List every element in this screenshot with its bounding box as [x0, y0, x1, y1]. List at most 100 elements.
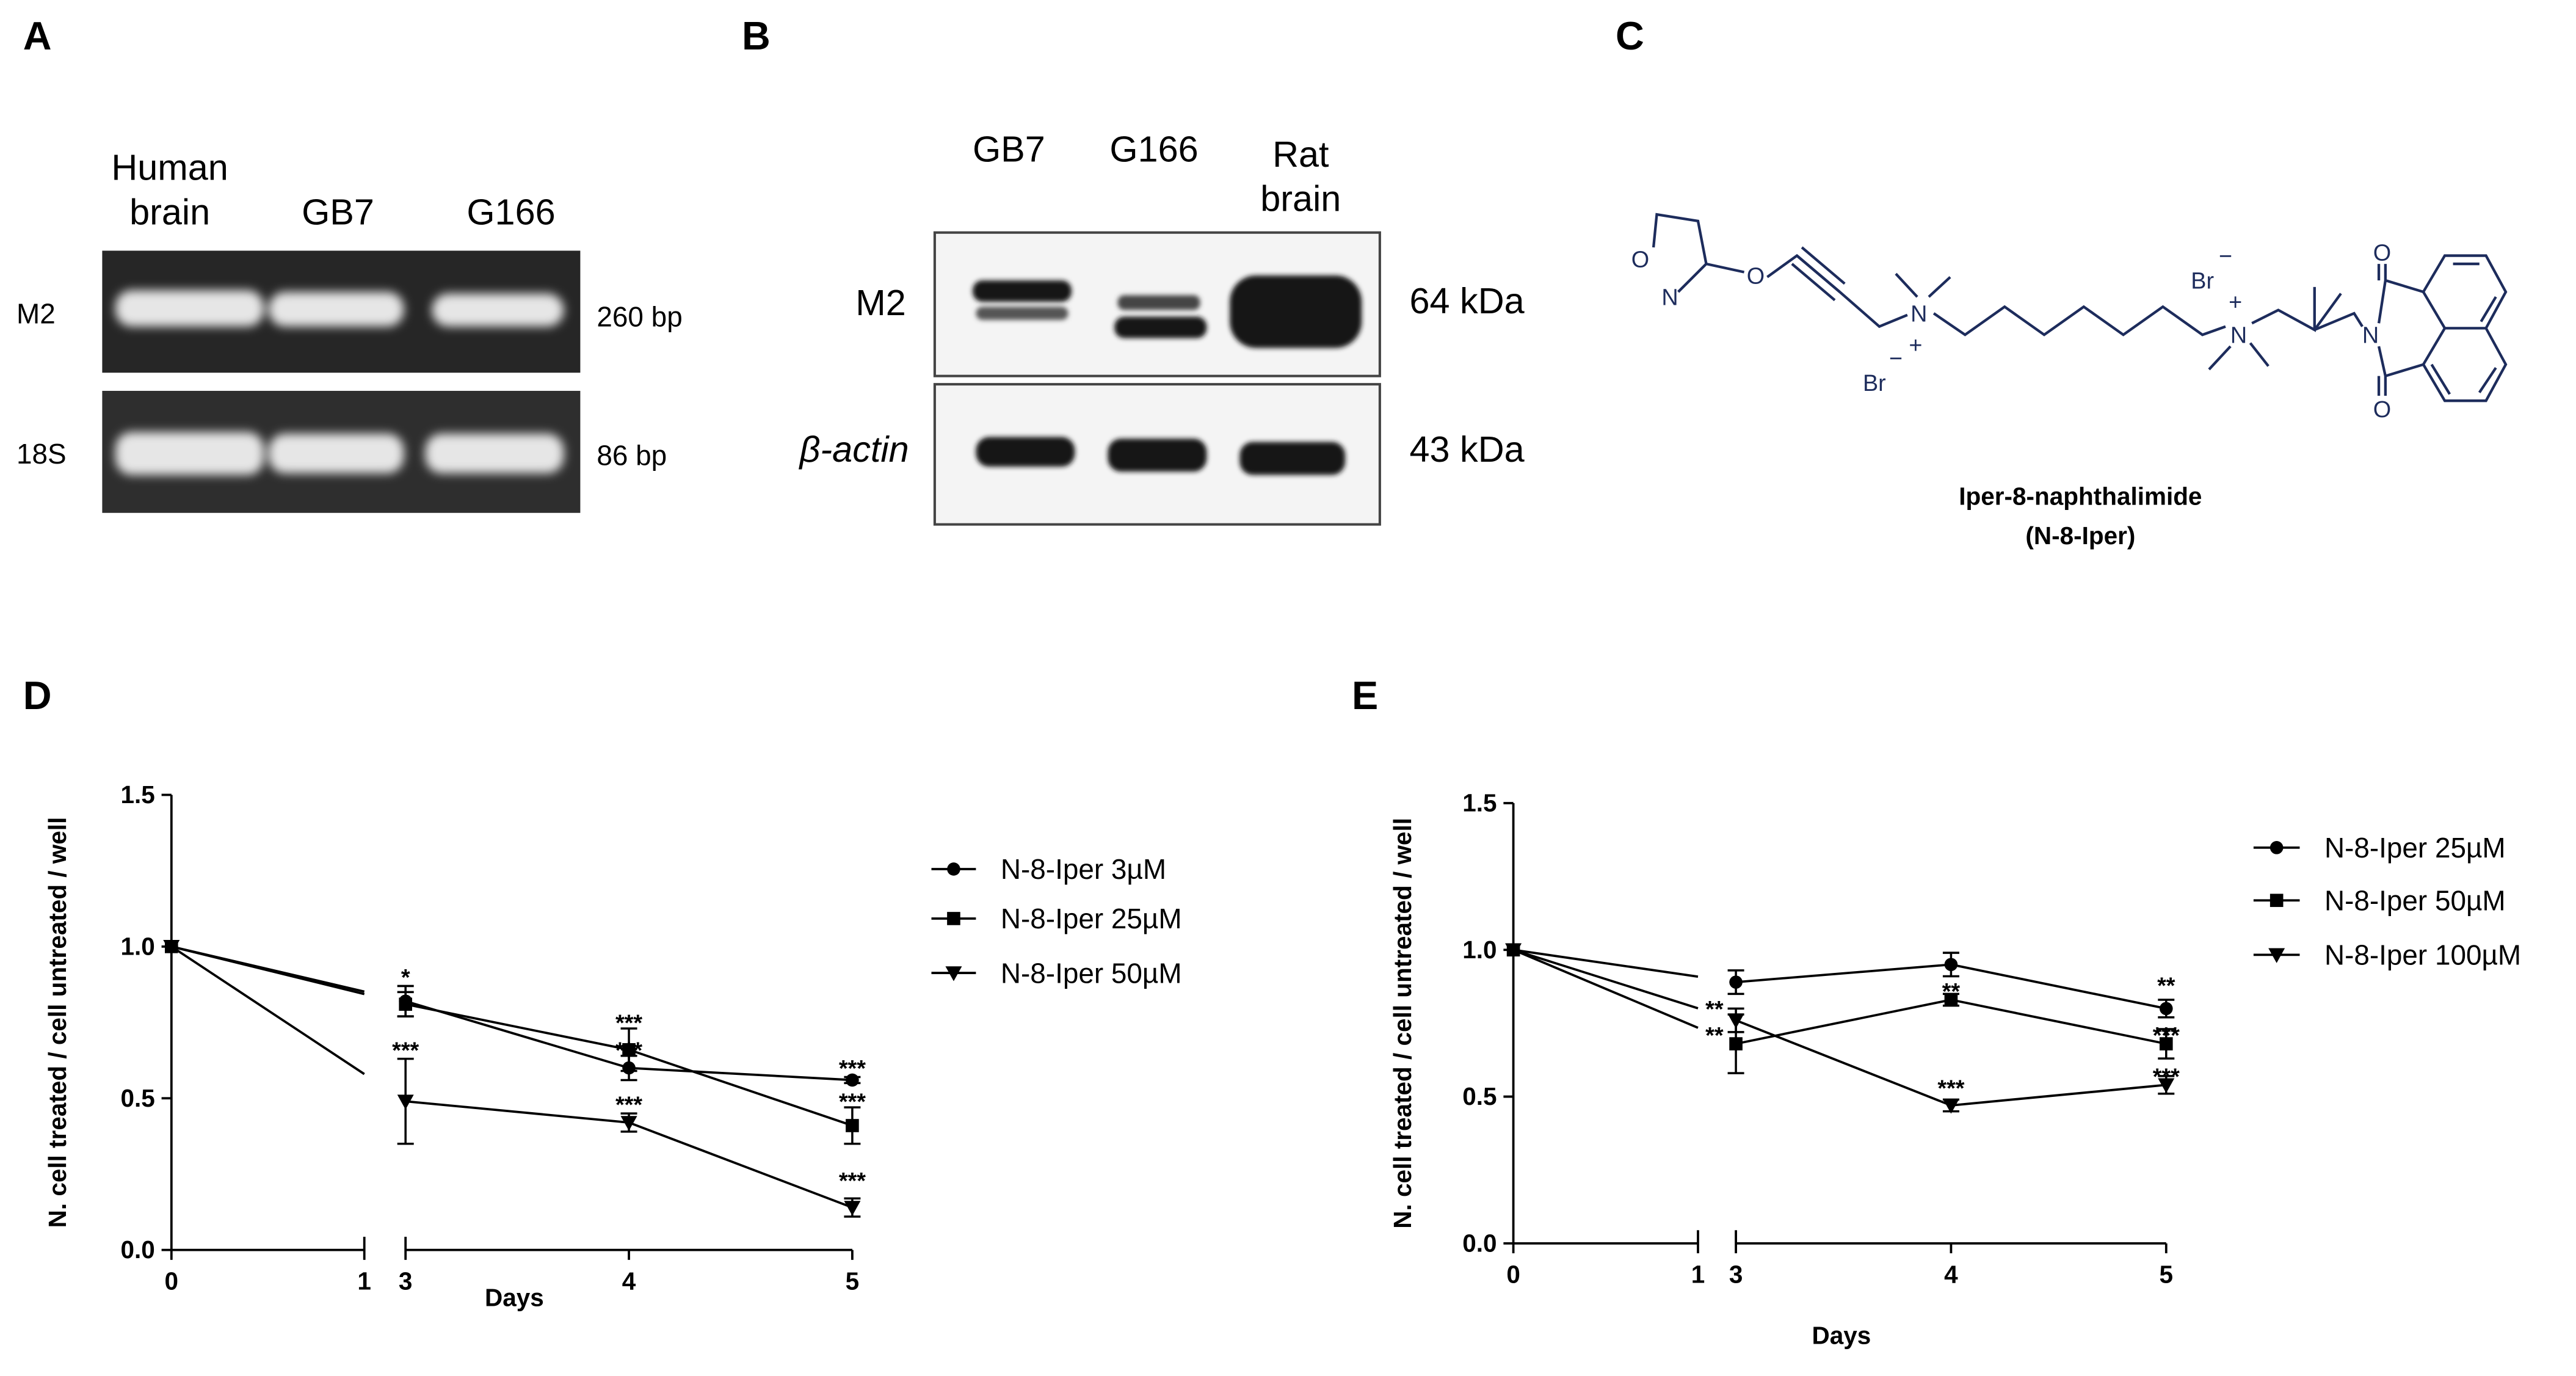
line-segment: [628, 1048, 853, 1127]
x-tick-label: 3: [1729, 1261, 1743, 1289]
line-segment: [1951, 963, 2167, 1010]
y-tick-label: 1.5: [121, 781, 155, 809]
legend-label: N-8-Iper 50µM: [2324, 884, 2506, 916]
annotation: ***: [392, 1038, 419, 1063]
y-axis-label: N. cell treated / cell untreated / well: [43, 817, 71, 1228]
annotation: ***: [615, 1011, 642, 1036]
annotation: *: [401, 965, 410, 991]
lane-label: Rat brain: [1260, 134, 1341, 219]
chemical-structure: [1652, 213, 2508, 402]
lane-label: Human brain: [111, 147, 228, 232]
x-axis-label: Days: [1812, 1322, 1871, 1350]
y-axis-label: N. cell treated / cell untreated / well: [1388, 818, 1417, 1229]
size-label: 260 bp: [597, 301, 682, 333]
legend-label: N-8-Iper 25µM: [2324, 832, 2506, 864]
marker: [1944, 993, 1958, 1007]
marker: [844, 1201, 861, 1216]
charge-label: +: [1909, 333, 1922, 359]
annotation: **: [1942, 979, 1961, 1005]
legend-marker: [947, 862, 960, 876]
size-label: 86 bp: [597, 439, 667, 471]
line-segment: [1951, 999, 2167, 1045]
chart: E 0.0 0.5 1.0 1.5 0 1 3 4 5 Days N. cell treated / …: [1352, 673, 2521, 1349]
legend-entry: N-8-Iper 25µM: [2253, 832, 2506, 864]
row-label: M2: [16, 297, 56, 329]
atom-label: Br: [1863, 371, 1886, 396]
legend-marker: [2268, 948, 2285, 963]
panel-label: B: [742, 13, 771, 58]
legend-marker: [947, 912, 960, 925]
atom-label: O: [2373, 241, 2391, 266]
x-tick-label: 1: [1691, 1261, 1705, 1289]
marker: [846, 1073, 859, 1087]
y-tick-label: 1.0: [1462, 936, 1497, 964]
annotation: ***: [839, 1056, 866, 1082]
y-tick-label: 1.5: [1462, 788, 1497, 817]
lane-label: G166: [466, 191, 555, 232]
annotation: ***: [2153, 1064, 2180, 1090]
charge-label: +: [2229, 290, 2242, 316]
marker: [1942, 1099, 1959, 1114]
size-label: 64 kDa: [1409, 280, 1525, 321]
lane-label: G166: [1109, 129, 1198, 170]
x-axis-label: Days: [485, 1283, 544, 1311]
line-segment: [170, 945, 365, 1076]
x-tick-label: 5: [846, 1267, 860, 1295]
marker: [1729, 975, 1743, 989]
atom-label: O: [1747, 263, 1765, 289]
chart: D 0.0 0.5 1.0 1.5 0 1 3 4 5 Days N. cell treated / …: [23, 673, 1182, 1311]
lane-label: GB7: [302, 191, 374, 232]
panel-label: D: [23, 673, 52, 718]
y-tick-label: 0.5: [121, 1084, 155, 1112]
atom-label: O: [1631, 247, 1649, 272]
line-segment: [171, 945, 365, 996]
line-segment: [1512, 948, 1699, 1029]
legend-marker: [945, 966, 962, 981]
size-label: 43 kDa: [1409, 429, 1525, 470]
legend-label: N-8-Iper 3µM: [1001, 853, 1166, 885]
x-tick-label: 4: [1944, 1261, 1958, 1289]
row-label: M2: [855, 282, 905, 323]
compound-abbreviation: (N-8-Iper): [2025, 522, 2135, 550]
gel-image: [102, 250, 581, 513]
charge-label: −: [1889, 346, 1903, 371]
y-tick-label: 0.5: [1462, 1082, 1497, 1110]
x-tick-label: 0: [1506, 1261, 1520, 1289]
legend-label: N-8-Iper 25µM: [1001, 903, 1182, 934]
annotation: **: [1705, 997, 1724, 1022]
legend-label: N-8-Iper 50µM: [1001, 957, 1182, 989]
marker: [622, 1043, 636, 1057]
legend-entry: N-8-Iper 50µM: [931, 957, 1182, 989]
blot-image: [933, 231, 1381, 526]
legend-entry: N-8-Iper 3µM: [931, 853, 1166, 885]
line-segment: [1513, 948, 1699, 978]
y-tick-label: 0.0: [1462, 1229, 1497, 1257]
legend-label: N-8-Iper 100µM: [2324, 939, 2521, 971]
atom-label: O: [2373, 397, 2391, 423]
marker: [1505, 943, 1522, 958]
annotation: ***: [839, 1090, 866, 1115]
line-segment: [405, 1003, 629, 1051]
marker: [2159, 1002, 2173, 1016]
atom-label: N: [2230, 323, 2247, 349]
marker: [2158, 1078, 2175, 1093]
legend-marker: [2269, 841, 2284, 854]
legend-marker: [2269, 894, 2284, 908]
y-tick-label: 1.0: [121, 932, 155, 960]
atom-label: N: [1910, 302, 1927, 327]
x-tick-label: 1: [357, 1267, 371, 1295]
marker: [1727, 1013, 1744, 1029]
marker: [397, 1094, 414, 1110]
x-tick-label: 3: [399, 1267, 413, 1295]
line-segment: [628, 1066, 852, 1082]
line-segment: [1735, 1019, 1952, 1107]
annotation: ***: [2153, 1023, 2180, 1049]
marker: [1944, 958, 1958, 972]
legend-entry: N-8-Iper 50µM: [2253, 884, 2506, 916]
charge-label: −: [2219, 244, 2232, 269]
annotation: ***: [1937, 1076, 1964, 1102]
marker: [163, 940, 180, 955]
